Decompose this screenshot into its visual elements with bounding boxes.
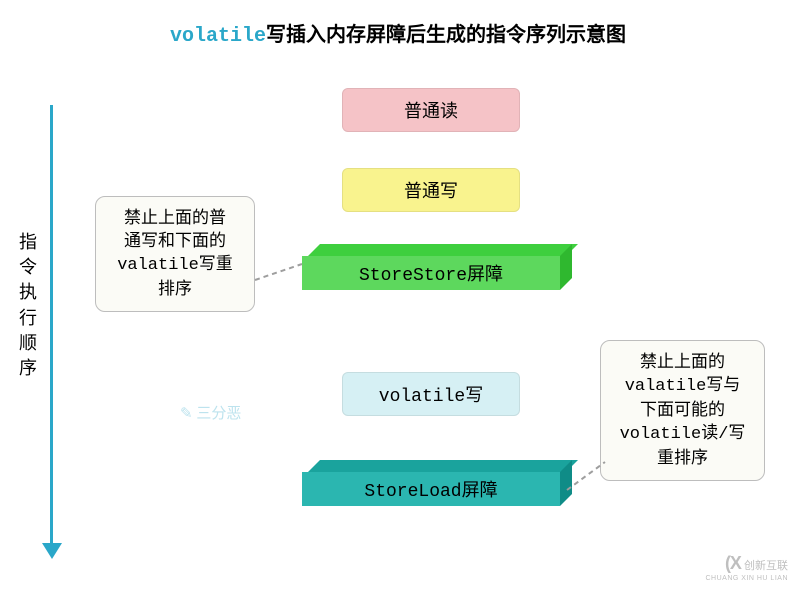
bar-storeload-top <box>308 460 578 472</box>
callout-storeload-l1: 禁止上面的 <box>615 351 750 374</box>
box-normal-read-label: 普通读 <box>404 97 458 123</box>
watermark-logo-en: CHUANG XIN HU LIAN <box>705 575 788 582</box>
callout-storestore-l3: valatile写重 <box>110 253 240 278</box>
execution-order-label: 指令执行顺序 <box>18 230 38 381</box>
bar-storeload-label: StoreLoad屏障 <box>364 476 497 502</box>
bar-storeload-front: StoreLoad屏障 <box>302 472 560 506</box>
bar-storestore-top <box>308 244 578 256</box>
callout-storeload-l2: valatile写与 <box>615 374 750 399</box>
watermark-logo: (X 创新互联 CHUANG XIN HU LIAN <box>705 554 788 584</box>
bar-storestore-label: StoreStore屏障 <box>359 260 503 286</box>
box-normal-read: 普通读 <box>342 88 520 132</box>
watermark-sanfene: ✎ 三分恶 <box>180 402 241 423</box>
diagram-title: volatile写插入内存屏障后生成的指令序列示意图 <box>0 18 796 48</box>
callout-storeload-l4: volatile读/写 <box>615 422 750 447</box>
callout-storestore: 禁止上面的普 通写和下面的 valatile写重 排序 <box>95 196 255 312</box>
execution-order-arrow-head <box>42 543 62 559</box>
bar-storestore: StoreStore屏障 <box>302 244 560 290</box>
watermark-logo-icon: (X <box>725 553 741 573</box>
box-normal-write-label: 普通写 <box>404 177 458 203</box>
box-volatile-write-label: volatile写 <box>379 381 483 407</box>
callout-storeload-l5: 重排序 <box>615 447 750 470</box>
box-volatile-write: volatile写 <box>342 372 520 416</box>
bar-storeload: StoreLoad屏障 <box>302 460 560 506</box>
callout-storestore-l4: 排序 <box>110 278 240 301</box>
callout-storestore-l2: 通写和下面的 <box>110 230 240 253</box>
callout-storestore-l1: 禁止上面的普 <box>110 207 240 230</box>
watermark-logo-cn: 创新互联 <box>744 560 788 572</box>
callout-storeload-l3: 下面可能的 <box>615 399 750 422</box>
callout-storeload: 禁止上面的 valatile写与 下面可能的 volatile读/写 重排序 <box>600 340 765 481</box>
bar-storestore-front: StoreStore屏障 <box>302 256 560 290</box>
title-rest: 写插入内存屏障后生成的指令序列示意图 <box>266 24 626 46</box>
callout-storestore-connector <box>255 258 305 282</box>
execution-order-arrow-line <box>50 105 53 545</box>
title-keyword: volatile <box>170 25 266 48</box>
box-normal-write: 普通写 <box>342 168 520 212</box>
callout-storeload-connector <box>565 460 610 494</box>
